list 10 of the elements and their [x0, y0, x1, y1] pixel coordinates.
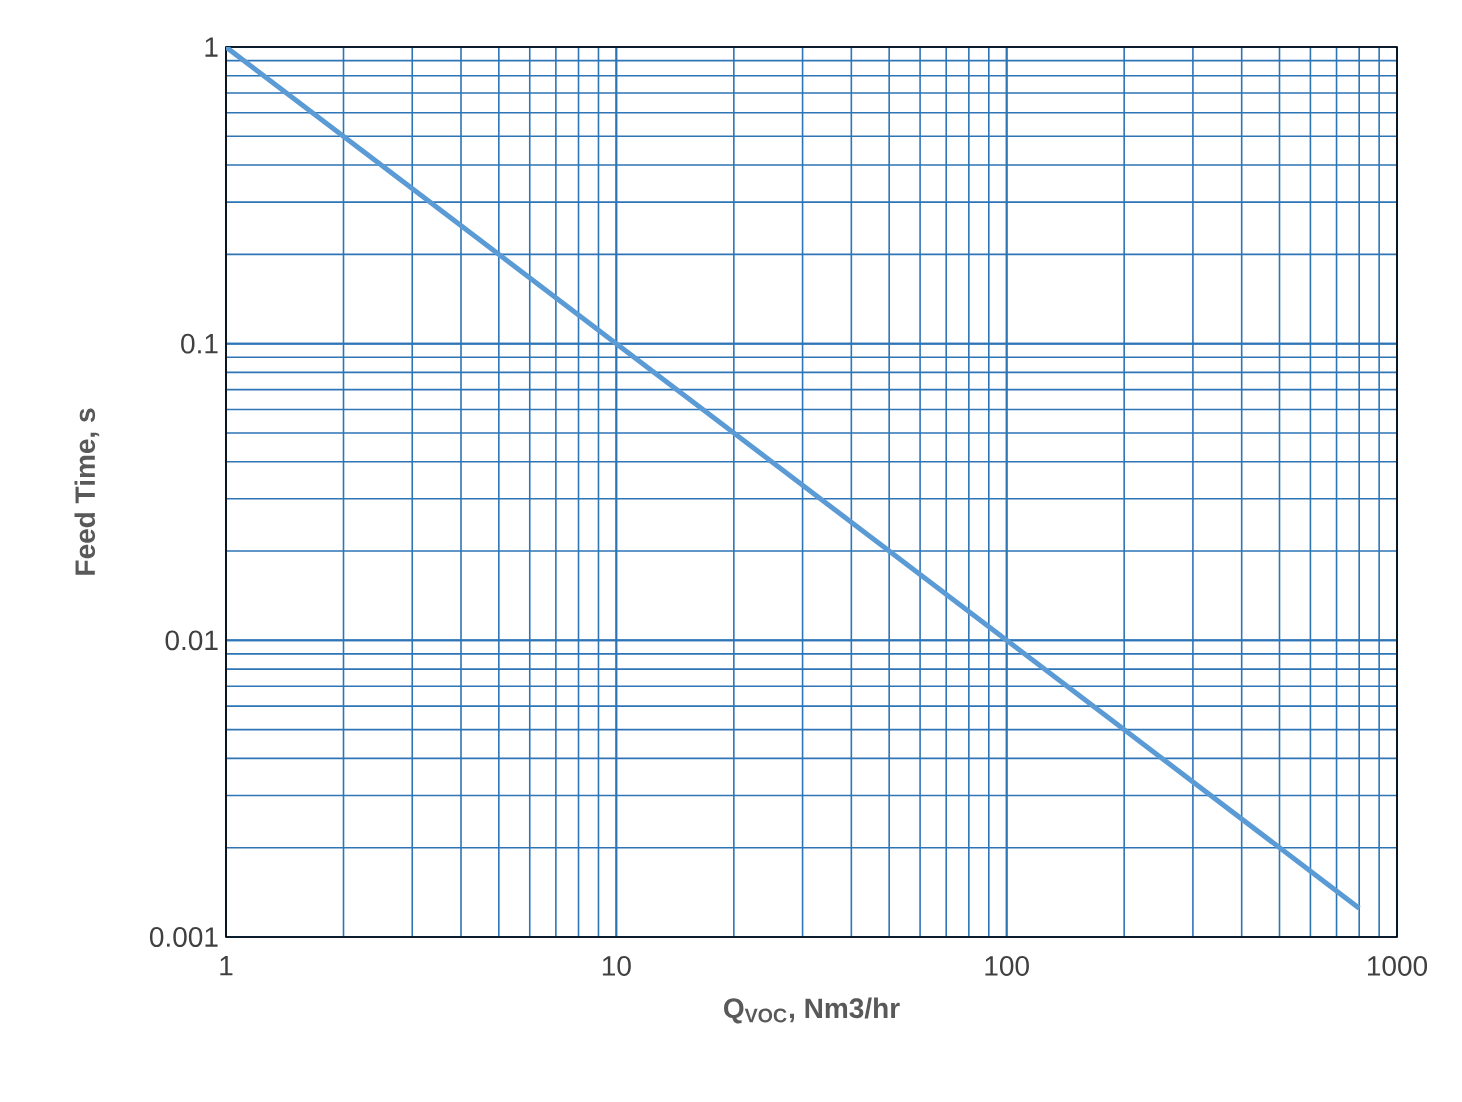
x-tick-label: 100	[985, 956, 1029, 976]
y-axis-title: Feed Time, s	[74, 408, 100, 575]
y-tick-label: 1	[205, 37, 218, 57]
x-tick-label: 1	[220, 956, 233, 976]
x-axis-title: Q$_{VOC}$, Nm3/hr	[724, 997, 900, 1024]
y-tick-label: 0.1	[181, 333, 218, 354]
x-tick-label: 1000	[1368, 956, 1428, 976]
x-tick-label: 10	[602, 956, 631, 976]
y-tick-label: 0.01	[165, 630, 218, 651]
y-tick-label: 0.001	[149, 927, 218, 947]
